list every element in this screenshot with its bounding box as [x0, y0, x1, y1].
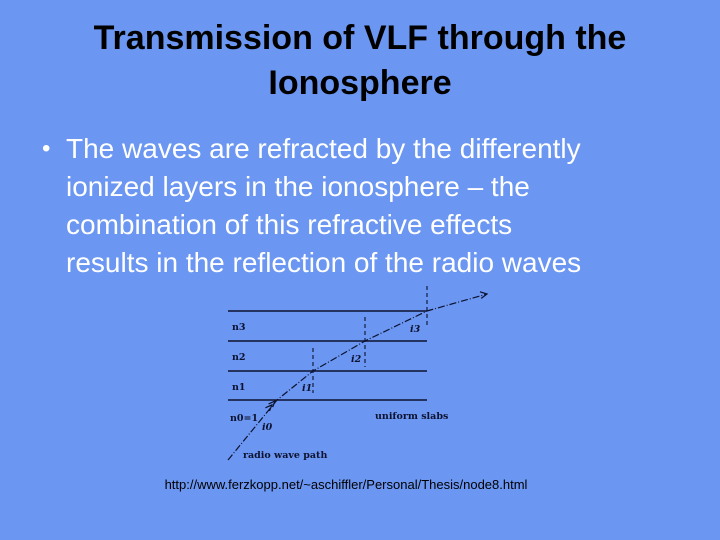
slab-label-n0: n0=1: [230, 413, 258, 424]
title-line-2: Ionosphere: [268, 64, 452, 102]
bullet-text-line: combination of this refractive effects: [66, 209, 513, 240]
angle-label-i0: i0: [262, 422, 273, 433]
angle-label-i1: i1: [302, 383, 312, 394]
bullet-text-line: results in the reflection of the radio w…: [66, 247, 582, 278]
slide-title: Transmission of VLF through the Ionosphe…: [0, 16, 720, 106]
bullet-text: The waves are refracted by the different…: [66, 130, 581, 282]
refraction-diagram: n3 n2 n1 n0=1 i0 i1 i2 i3 uniform slabs …: [227, 286, 489, 461]
source-url: http://www.ferzkopp.net/~aschiffler/Pers…: [164, 477, 528, 492]
bullet-text-line: ionized layers in the ionosphere – the: [66, 171, 530, 202]
slab-label-n1: n1: [232, 382, 246, 393]
title-line-1: Transmission of VLF through the: [93, 19, 627, 57]
bullet-marker: •: [42, 135, 51, 162]
bullet-item: • The waves are refracted by the differe…: [42, 130, 690, 282]
path-direction-arrow-icon: [268, 399, 277, 408]
caption-radio-wave-path: radio wave path: [243, 450, 327, 461]
radio-wave-path-line: [227, 293, 488, 461]
slab-label-n2: n2: [232, 352, 246, 363]
angle-label-i2: i2: [351, 354, 362, 365]
path-direction-arrow-icon: [265, 403, 273, 412]
slab-label-n3: n3: [232, 322, 246, 333]
path-exit-arrow-icon: [479, 291, 489, 299]
caption-uniform-slabs: uniform slabs: [375, 411, 448, 422]
bullet-text-line: The waves are refracted by the different…: [66, 133, 581, 164]
angle-label-i3: i3: [410, 324, 421, 335]
